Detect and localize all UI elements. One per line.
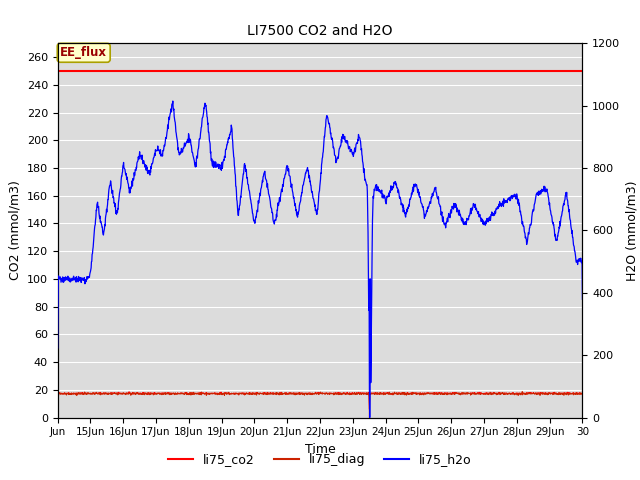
Y-axis label: H2O (mmol/m3): H2O (mmol/m3) xyxy=(626,180,639,281)
Title: LI7500 CO2 and H2O: LI7500 CO2 and H2O xyxy=(247,24,393,38)
Text: EE_flux: EE_flux xyxy=(60,46,108,60)
Y-axis label: CO2 (mmol/m3): CO2 (mmol/m3) xyxy=(8,180,21,280)
X-axis label: Time: Time xyxy=(305,443,335,456)
Legend: li75_co2, li75_diag, li75_h2o: li75_co2, li75_diag, li75_h2o xyxy=(163,448,477,471)
